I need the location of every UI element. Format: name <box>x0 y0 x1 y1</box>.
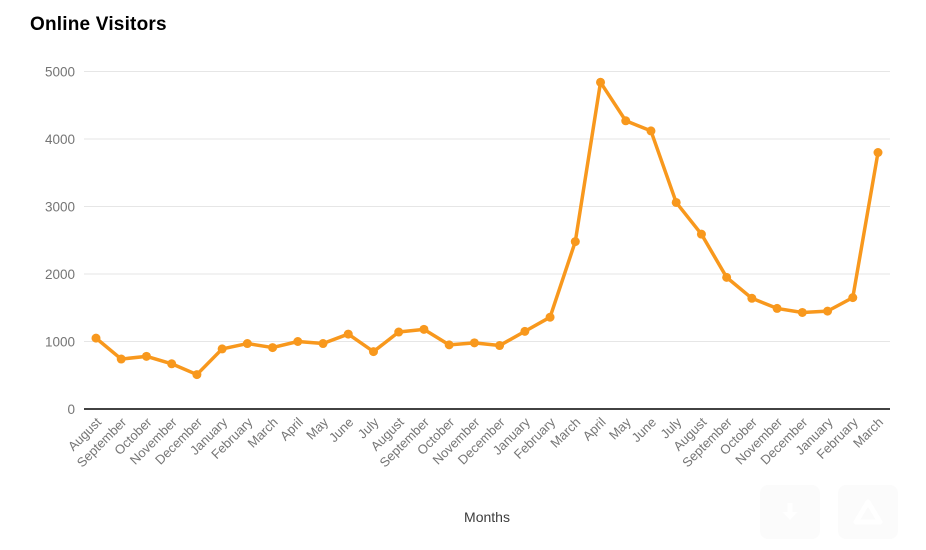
series-line <box>94 80 880 377</box>
y-tick-label: 0 <box>67 402 75 417</box>
data-point <box>747 293 757 303</box>
data-point <box>268 343 278 353</box>
data-point <box>570 237 580 247</box>
y-tick-label: 5000 <box>45 65 75 80</box>
data-point <box>318 339 328 349</box>
data-point <box>646 126 656 136</box>
data-point <box>343 329 353 339</box>
x-axis-labels: AugustSeptemberOctoberNovemberDecemberJa… <box>65 414 886 470</box>
gridlines <box>84 71 890 342</box>
data-point <box>848 293 858 303</box>
data-point <box>797 307 807 317</box>
y-tick-label: 1000 <box>45 335 75 350</box>
data-point <box>293 337 303 346</box>
data-points <box>91 77 883 380</box>
drive-button-watermark[interactable] <box>838 485 898 539</box>
download-icon <box>782 503 798 520</box>
data-point <box>495 341 505 351</box>
data-point <box>873 148 883 157</box>
data-point <box>217 344 227 354</box>
data-point <box>621 116 631 126</box>
y-axis-labels: 0 1000 2000 3000 4000 5000 <box>45 65 75 418</box>
x-tick-label: June <box>629 415 660 446</box>
data-point <box>242 339 252 349</box>
data-point <box>671 197 681 207</box>
data-point <box>444 340 454 350</box>
x-tick-label: May <box>606 414 634 442</box>
data-point <box>596 77 606 87</box>
data-point <box>368 347 378 357</box>
download-button-watermark[interactable] <box>760 485 820 539</box>
data-point <box>772 303 782 313</box>
y-tick-label: 2000 <box>45 267 75 282</box>
x-tick-label: April <box>580 414 609 443</box>
data-point <box>520 326 530 336</box>
data-point <box>116 354 126 364</box>
data-point <box>91 333 101 343</box>
x-tick-label: April <box>277 414 306 443</box>
data-point <box>419 324 429 334</box>
data-point <box>141 351 151 361</box>
data-point <box>394 327 404 337</box>
y-tick-label: 4000 <box>45 132 75 147</box>
chart-title: Online Visitors <box>30 14 167 35</box>
x-tick-label: May <box>303 414 331 442</box>
data-point <box>167 359 177 369</box>
data-point <box>823 306 833 316</box>
data-point <box>722 272 732 282</box>
y-tick-label: 3000 <box>45 200 75 215</box>
x-axis-title: Months <box>464 509 510 525</box>
data-point <box>192 370 202 380</box>
data-point <box>696 229 706 239</box>
x-tick-label: June <box>326 415 357 446</box>
data-point <box>545 312 555 322</box>
drive-triangle-icon <box>853 499 883 525</box>
data-point <box>469 338 479 348</box>
